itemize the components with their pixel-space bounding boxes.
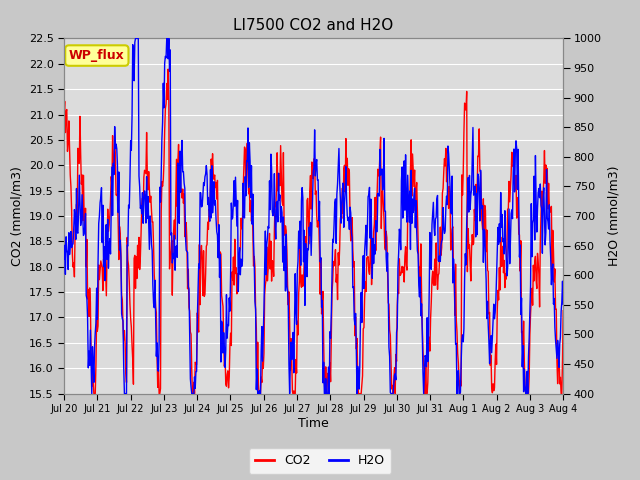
Legend: CO2, H2O: CO2, H2O — [249, 448, 391, 474]
Y-axis label: CO2 (mmol/m3): CO2 (mmol/m3) — [10, 166, 23, 266]
Text: WP_flux: WP_flux — [69, 49, 125, 62]
X-axis label: Time: Time — [298, 417, 329, 430]
Y-axis label: H2O (mmol/m3): H2O (mmol/m3) — [607, 166, 620, 266]
Title: LI7500 CO2 and H2O: LI7500 CO2 and H2O — [234, 18, 394, 33]
